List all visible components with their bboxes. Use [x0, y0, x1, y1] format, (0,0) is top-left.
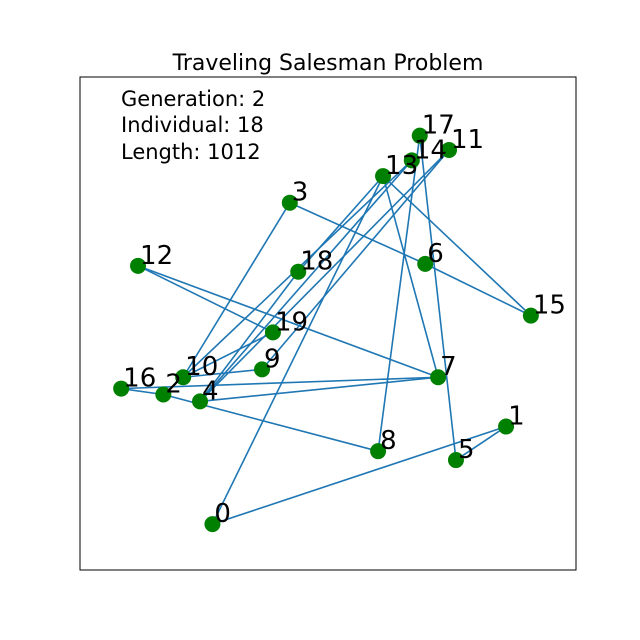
route-segment — [261, 149, 450, 370]
route-segment — [382, 175, 439, 378]
route-segment — [137, 265, 439, 378]
city-label-4: 4 — [202, 376, 219, 406]
city-node-15 — [522, 307, 539, 324]
city-node-7 — [430, 369, 447, 386]
city-node-17 — [411, 127, 428, 144]
city-node-18 — [290, 263, 307, 280]
city-node-10 — [175, 369, 192, 386]
city-label-14: 14 — [414, 135, 447, 165]
city-node-16 — [113, 380, 130, 397]
city-node-13 — [375, 168, 392, 185]
city-node-0 — [204, 516, 221, 533]
city-node-12 — [130, 257, 147, 274]
city-label-2: 2 — [165, 369, 182, 399]
route-segment — [182, 202, 291, 378]
route-segment — [199, 376, 439, 403]
city-label-8: 8 — [380, 426, 397, 456]
city-node-1 — [498, 418, 515, 435]
city-node-8 — [370, 443, 387, 460]
city-label-18: 18 — [300, 247, 333, 277]
route-segment — [121, 376, 439, 390]
route-segment — [289, 201, 426, 265]
city-label-12: 12 — [140, 241, 173, 271]
city-node-19 — [264, 324, 281, 341]
route-segment — [199, 271, 299, 402]
route-segment — [137, 265, 274, 334]
route-path — [121, 135, 532, 525]
city-label-7: 7 — [440, 352, 457, 382]
route-segment — [199, 149, 450, 402]
city-node-6 — [417, 255, 434, 272]
route-segment — [182, 331, 274, 378]
city-label-6: 6 — [427, 239, 444, 269]
city-node-9 — [254, 361, 271, 378]
city-label-15: 15 — [533, 291, 566, 321]
city-nodes — [113, 127, 539, 533]
city-label-16: 16 — [123, 364, 156, 394]
generation-label: Generation: 2 — [121, 87, 265, 111]
route-segment — [199, 159, 413, 402]
route-segment — [424, 263, 532, 317]
city-label-13: 13 — [385, 151, 418, 181]
plot-frame — [79, 76, 577, 571]
city-node-14 — [403, 152, 420, 169]
city-label-10: 10 — [185, 352, 218, 382]
city-label-5: 5 — [458, 435, 475, 465]
length-label: Length: 1012 — [121, 140, 261, 164]
route-segment — [455, 425, 507, 461]
city-node-2 — [155, 386, 172, 403]
route-segment — [382, 175, 532, 317]
individual-label: Individual: 18 — [121, 113, 264, 137]
route-segment — [183, 368, 263, 379]
route-segment — [212, 425, 507, 525]
city-node-5 — [447, 452, 464, 469]
city-label-19: 19 — [275, 307, 308, 337]
route-segment — [377, 135, 421, 452]
city-node-3 — [281, 194, 298, 211]
chart-title: Traveling Salesman Problem — [172, 51, 484, 76]
route-segment — [297, 175, 384, 273]
route-segment — [211, 175, 384, 525]
city-node-4 — [192, 393, 209, 410]
city-label-9: 9 — [264, 344, 281, 374]
city-label-0: 0 — [214, 499, 231, 529]
city-label-17: 17 — [422, 111, 455, 141]
city-node-11 — [441, 141, 458, 158]
route-segment — [418, 135, 457, 461]
city-label-11: 11 — [451, 125, 484, 155]
city-label-3: 3 — [292, 178, 309, 208]
city-label-1: 1 — [508, 402, 525, 432]
